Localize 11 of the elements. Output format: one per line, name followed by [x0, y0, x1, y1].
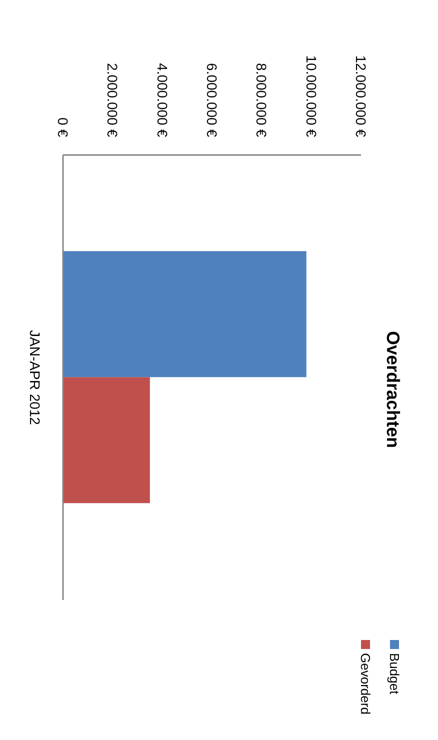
- legend-label: Gevorderd: [358, 653, 373, 714]
- x-tick-label: 4.000.000 €: [154, 63, 170, 138]
- legend-label: Budget: [387, 653, 402, 694]
- y-tick-label: JAN-APR 2012: [27, 330, 43, 426]
- x-tick-label: 12.000.000 €: [353, 55, 369, 138]
- text: Overdrachten: [382, 331, 403, 449]
- x-tick-label: 0 €: [55, 118, 71, 138]
- x-tick-label: 10.000.000 €: [303, 55, 320, 138]
- x-tick-label: 2.000.000 €: [104, 63, 121, 138]
- x-tick-label: 8.000.000 €: [254, 63, 270, 138]
- x-tick-label: 6.000.000 €: [204, 63, 220, 138]
